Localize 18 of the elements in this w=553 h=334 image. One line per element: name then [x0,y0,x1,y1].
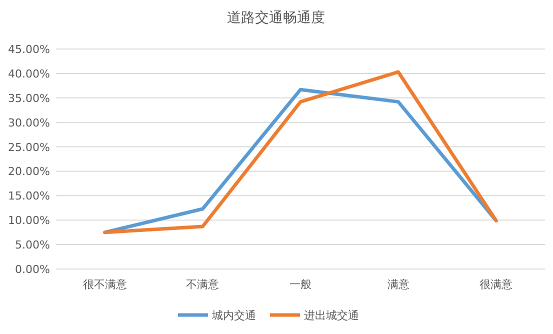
y-tick-label: 15.00% [8,190,50,203]
legend-label: 进出城交通 [304,309,359,322]
y-tick-label: 10.00% [8,214,50,228]
x-tick-label: 很满意 [480,278,513,291]
x-tick-label: 很不满意 [82,278,127,291]
y-tick-label: 30.00% [8,116,50,130]
x-tick-label: 满意 [387,278,410,291]
x-tick-label: 一般 [290,278,312,291]
title: 道路交通畅通度 [227,10,325,26]
y-tick-label: 20.00% [8,165,50,178]
x-tick-label: 不满意 [186,278,220,291]
y-tick-label: 0.00% [15,263,50,276]
y-tick-label: 25.00% [8,140,50,154]
y-tick-label: 35.00% [8,92,50,105]
legend-label: 城内交通 [211,309,256,322]
y-tick-label: 45.00% [8,43,50,56]
y-tick-label: 5.00% [15,238,50,252]
y-tick-label: 40.00% [8,67,50,80]
